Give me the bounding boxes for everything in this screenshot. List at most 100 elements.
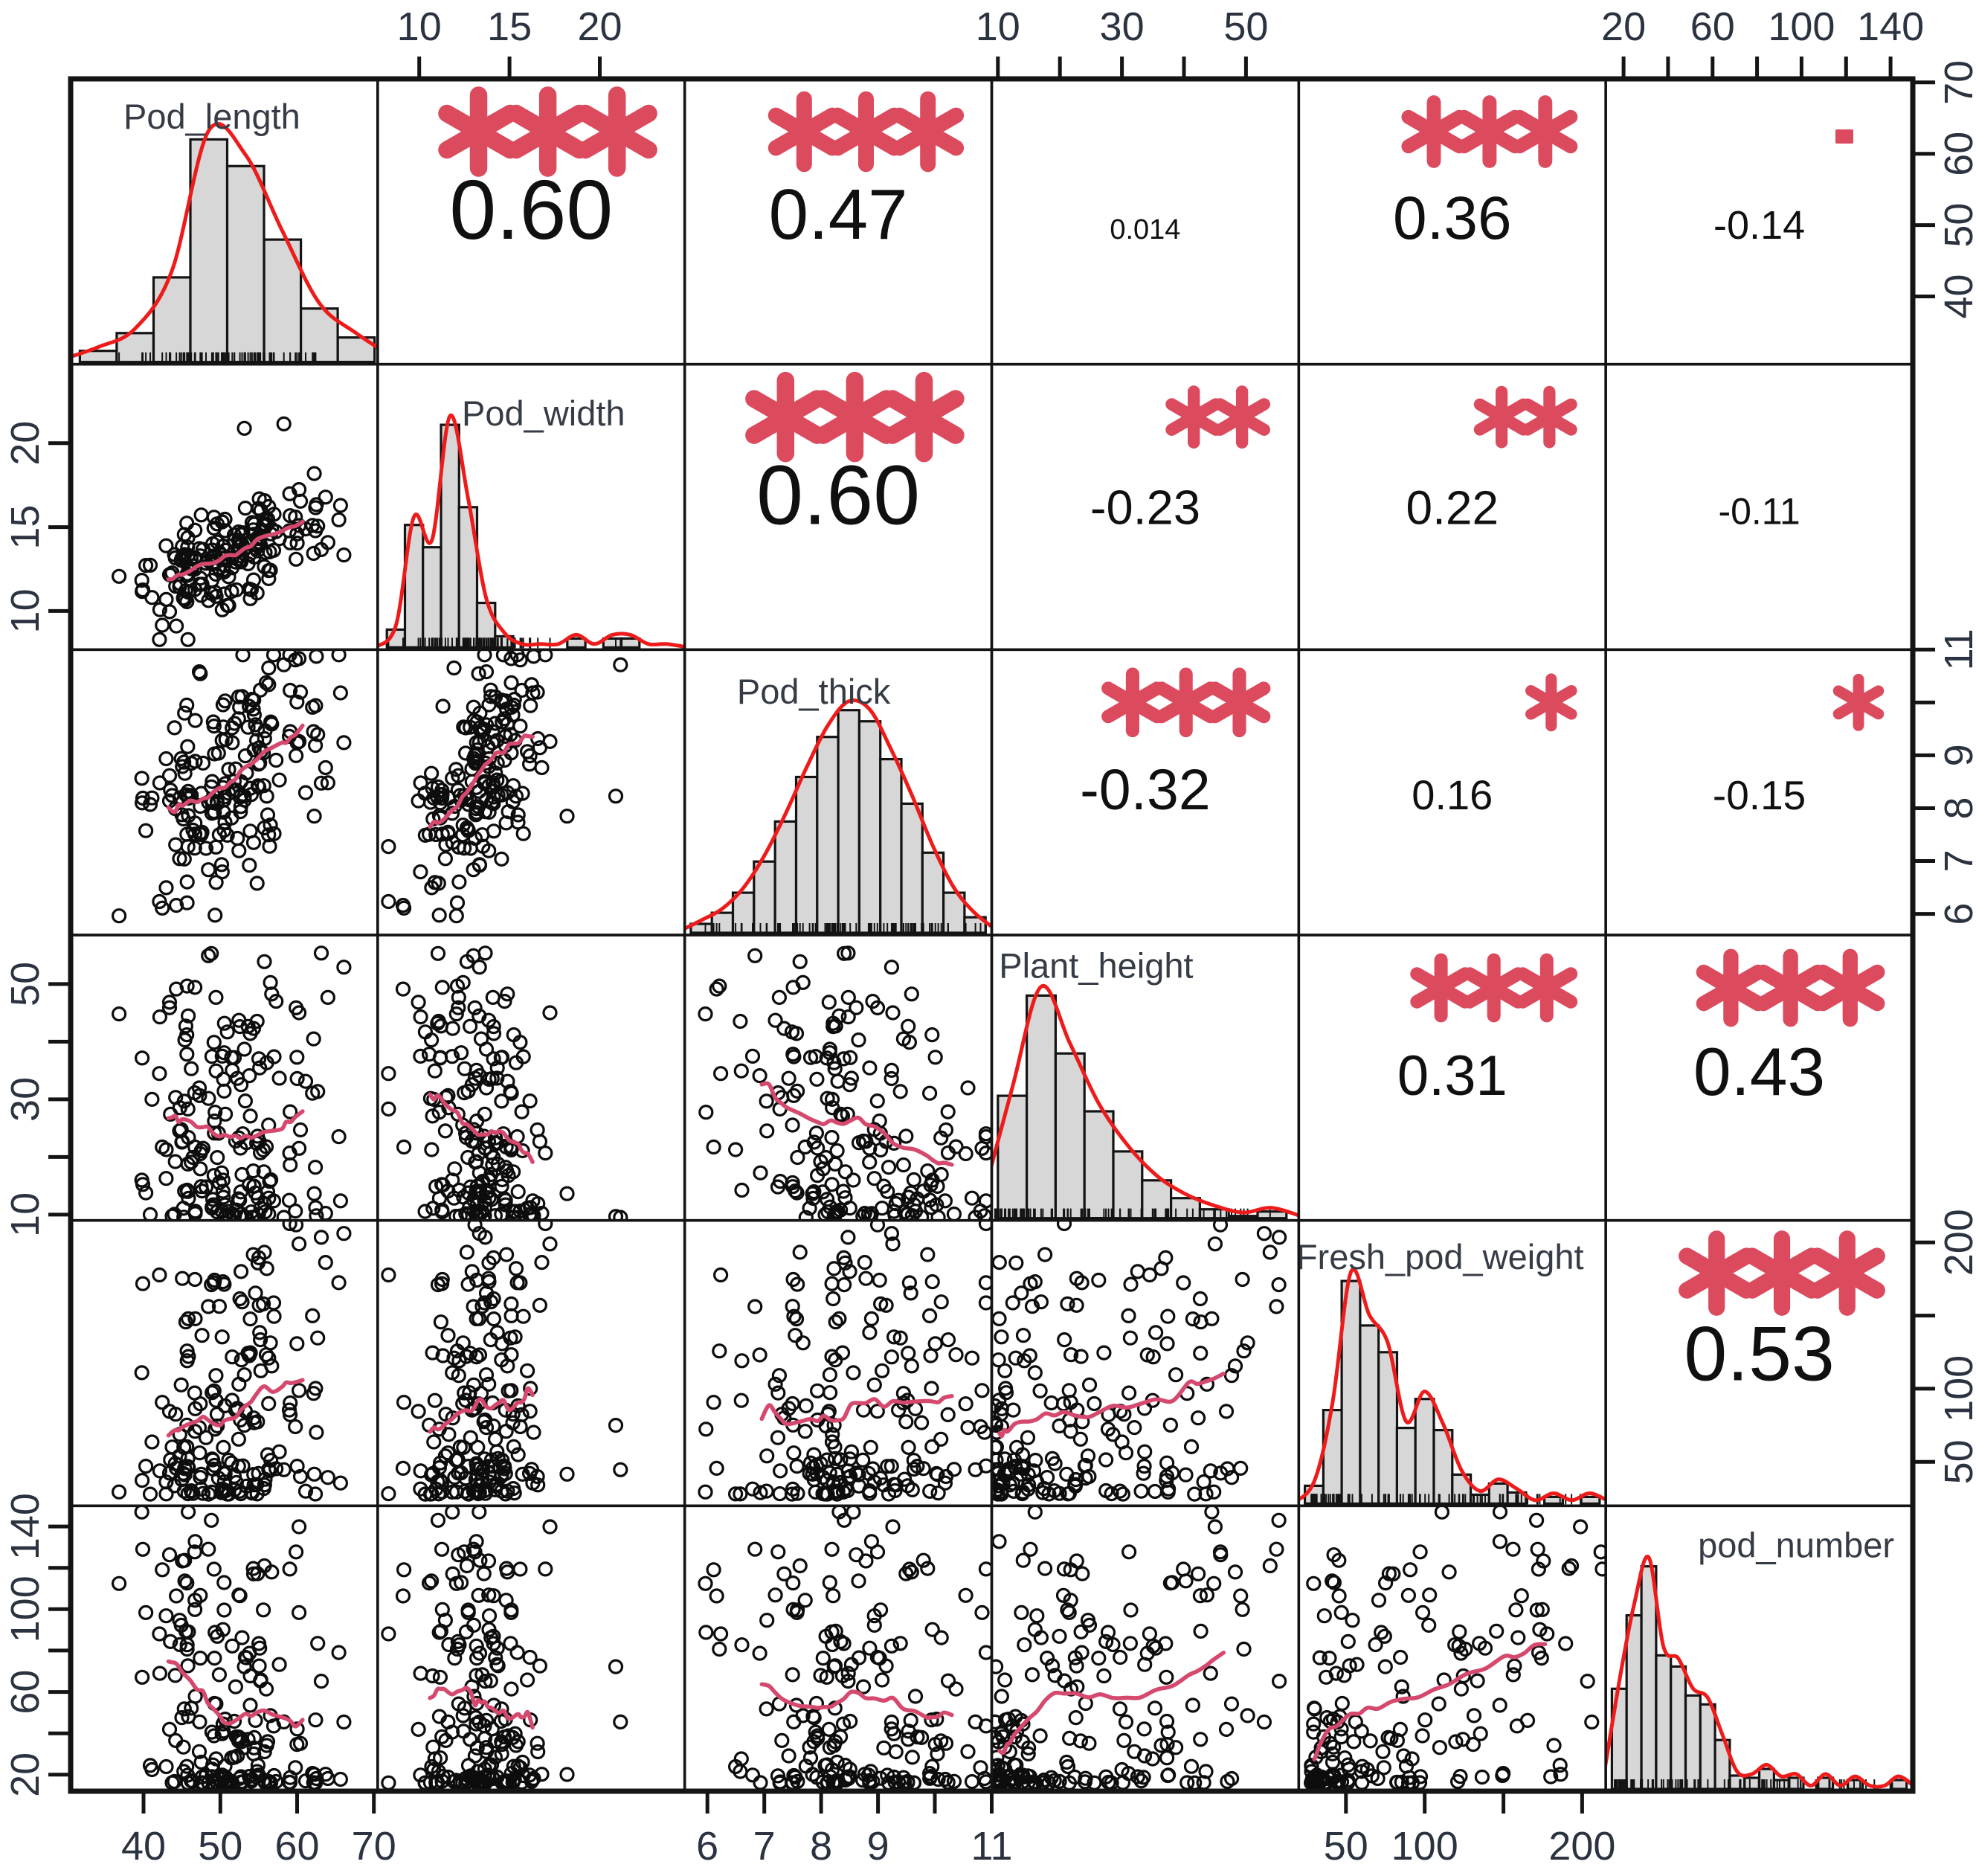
hist-panel-pod_number: pod_number [1604,1504,1914,1793]
correlation-value: 0.43 [1693,1035,1825,1110]
tick-label: 140 [3,1493,48,1560]
significance-stars [1832,673,1885,731]
correlation-value: 0.36 [1393,184,1512,252]
significance-stars [1696,948,1885,1027]
tick-label: 50 [1223,4,1268,49]
axis-bottom-Fresh_pod_weight: 50 100 200 [1324,1793,1615,1869]
tick-label: 20 [3,1753,48,1797]
loess-line [997,1650,1226,1755]
histogram-bars [78,138,376,364]
axis-bottom-Pod_length: 40 50 60 70 [121,1793,396,1869]
rug-ticks [387,637,622,649]
variable-label-Pod_width: Pod_width [462,393,625,433]
tick-label: 8 [810,1824,832,1869]
hist-panel-Pod_thick: Pod_thick [683,648,994,937]
rug-ticks [704,923,987,934]
significance-stars [745,371,965,463]
loess-line [166,519,305,582]
corr-panel-Fresh_pod_weight-vs-pod_number: 0.53 [1604,1218,1914,1508]
correlation-value: 0.53 [1684,1311,1834,1398]
variable-label-Pod_length: Pod_length [123,97,300,136]
corr-panel-Pod_length-vs-Pod_width: 0.60 [376,77,686,366]
corr-panel-Pod_thick-vs-Fresh_pod_weight: 0.16 [1297,648,1607,937]
axis-left-Pod_width: 10 15 20 [3,421,68,633]
significance-stars [438,86,657,177]
significance-stars [767,91,965,173]
tick-label: 30 [1100,4,1145,49]
density-curve [378,414,684,649]
tick-label: 60 [274,1824,319,1869]
correlation-value: -0.23 [1090,481,1200,535]
density-curve [685,698,991,931]
significance-stars [1679,1230,1885,1316]
correlation-value: -0.11 [1718,491,1800,533]
tick-label: 100 [1391,1824,1458,1869]
tick-label: 40 [1937,274,1976,318]
scatter-points [1304,1506,1606,1790]
correlation-value: -0.14 [1713,203,1805,248]
hist-panel-Fresh_pod_weight: Fresh_pod_weight [1296,1218,1607,1508]
tick-label: 100 [1768,4,1835,49]
tick-label: 10 [3,588,48,633]
scatter-points [381,1221,628,1502]
tick-label: 100 [1937,1355,1976,1422]
scatter-points [381,1506,628,1790]
tick-label: 9 [867,1824,889,1869]
scatter-panel-Pod_length-vs-Pod_thick [69,648,379,937]
significance-stars [1525,673,1577,732]
significance-stars [1410,953,1578,1023]
loess-line [428,1686,535,1730]
axis-bottom-Pod_thick: 6 7 8 9 11 [696,1793,1013,1869]
tick-label: 6 [696,1824,718,1869]
tick-label: 11 [971,1824,1012,1869]
tick-label: 15 [3,505,48,550]
scatter-points [112,416,352,647]
loess-line [166,1378,305,1438]
density-curve [1606,1555,1913,1789]
histogram-bars [997,994,1288,1220]
loess-line [428,733,535,829]
scatter-points [992,1506,1287,1790]
tick-label: 30 [3,1077,48,1122]
loess-line [166,1109,305,1141]
variable-label-Fresh_pod_weight: Fresh_pod_weight [1296,1237,1584,1276]
significance-stars [1165,385,1271,449]
tick-label: 50 [1324,1824,1368,1869]
scatter-panel-Fresh_pod_weight-vs-pod_number [1297,1504,1607,1793]
tick-label: 50 [3,962,48,1006]
tick-label: 11 [1937,629,1976,670]
scatter-panel-Pod_width-vs-Pod_thick [376,648,686,937]
tick-label: 7 [753,1824,776,1869]
scatter-panel-Plant_height-vs-pod_number [990,1504,1301,1793]
tick-label: 7 [1937,849,1976,872]
loess-line [759,1682,954,1721]
scatter-points [381,650,628,924]
density-curve [992,983,1298,1218]
correlation-value: 0.22 [1406,481,1499,535]
tick-label: 10 [976,4,1020,49]
correlation-value: -0.15 [1713,772,1806,818]
scatter-points [112,945,352,1220]
loess-line [759,1081,954,1167]
variable-label-Pod_thick: Pod_thick [737,672,891,711]
tick-label: 70 [1937,60,1976,105]
loess-line [997,1371,1226,1439]
tick-label: 140 [1857,4,1924,49]
tick-label: 50 [198,1824,242,1869]
correlation-value: 0.31 [1397,1044,1507,1108]
scatter-points [992,1221,1287,1502]
scatter-points [381,945,628,1220]
histogram-bars [1303,1279,1601,1506]
scatter-panel-Pod_length-vs-Fresh_pod_weight [69,1218,379,1508]
rug-ticks [118,352,317,363]
tick-label: 60 [1937,132,1976,176]
scatter-points [112,650,352,924]
axis-right-Pod_length: 40 50 60 70 [1915,60,1976,319]
correlation-value: -0.32 [1080,758,1211,822]
corr-panel-Plant_height-vs-pod_number: 0.43 [1604,934,1914,1222]
tick-label: 6 [1937,903,1976,925]
tick-label: 200 [1548,1824,1615,1869]
loess-line [428,1386,535,1434]
scatter-points [698,945,991,1220]
